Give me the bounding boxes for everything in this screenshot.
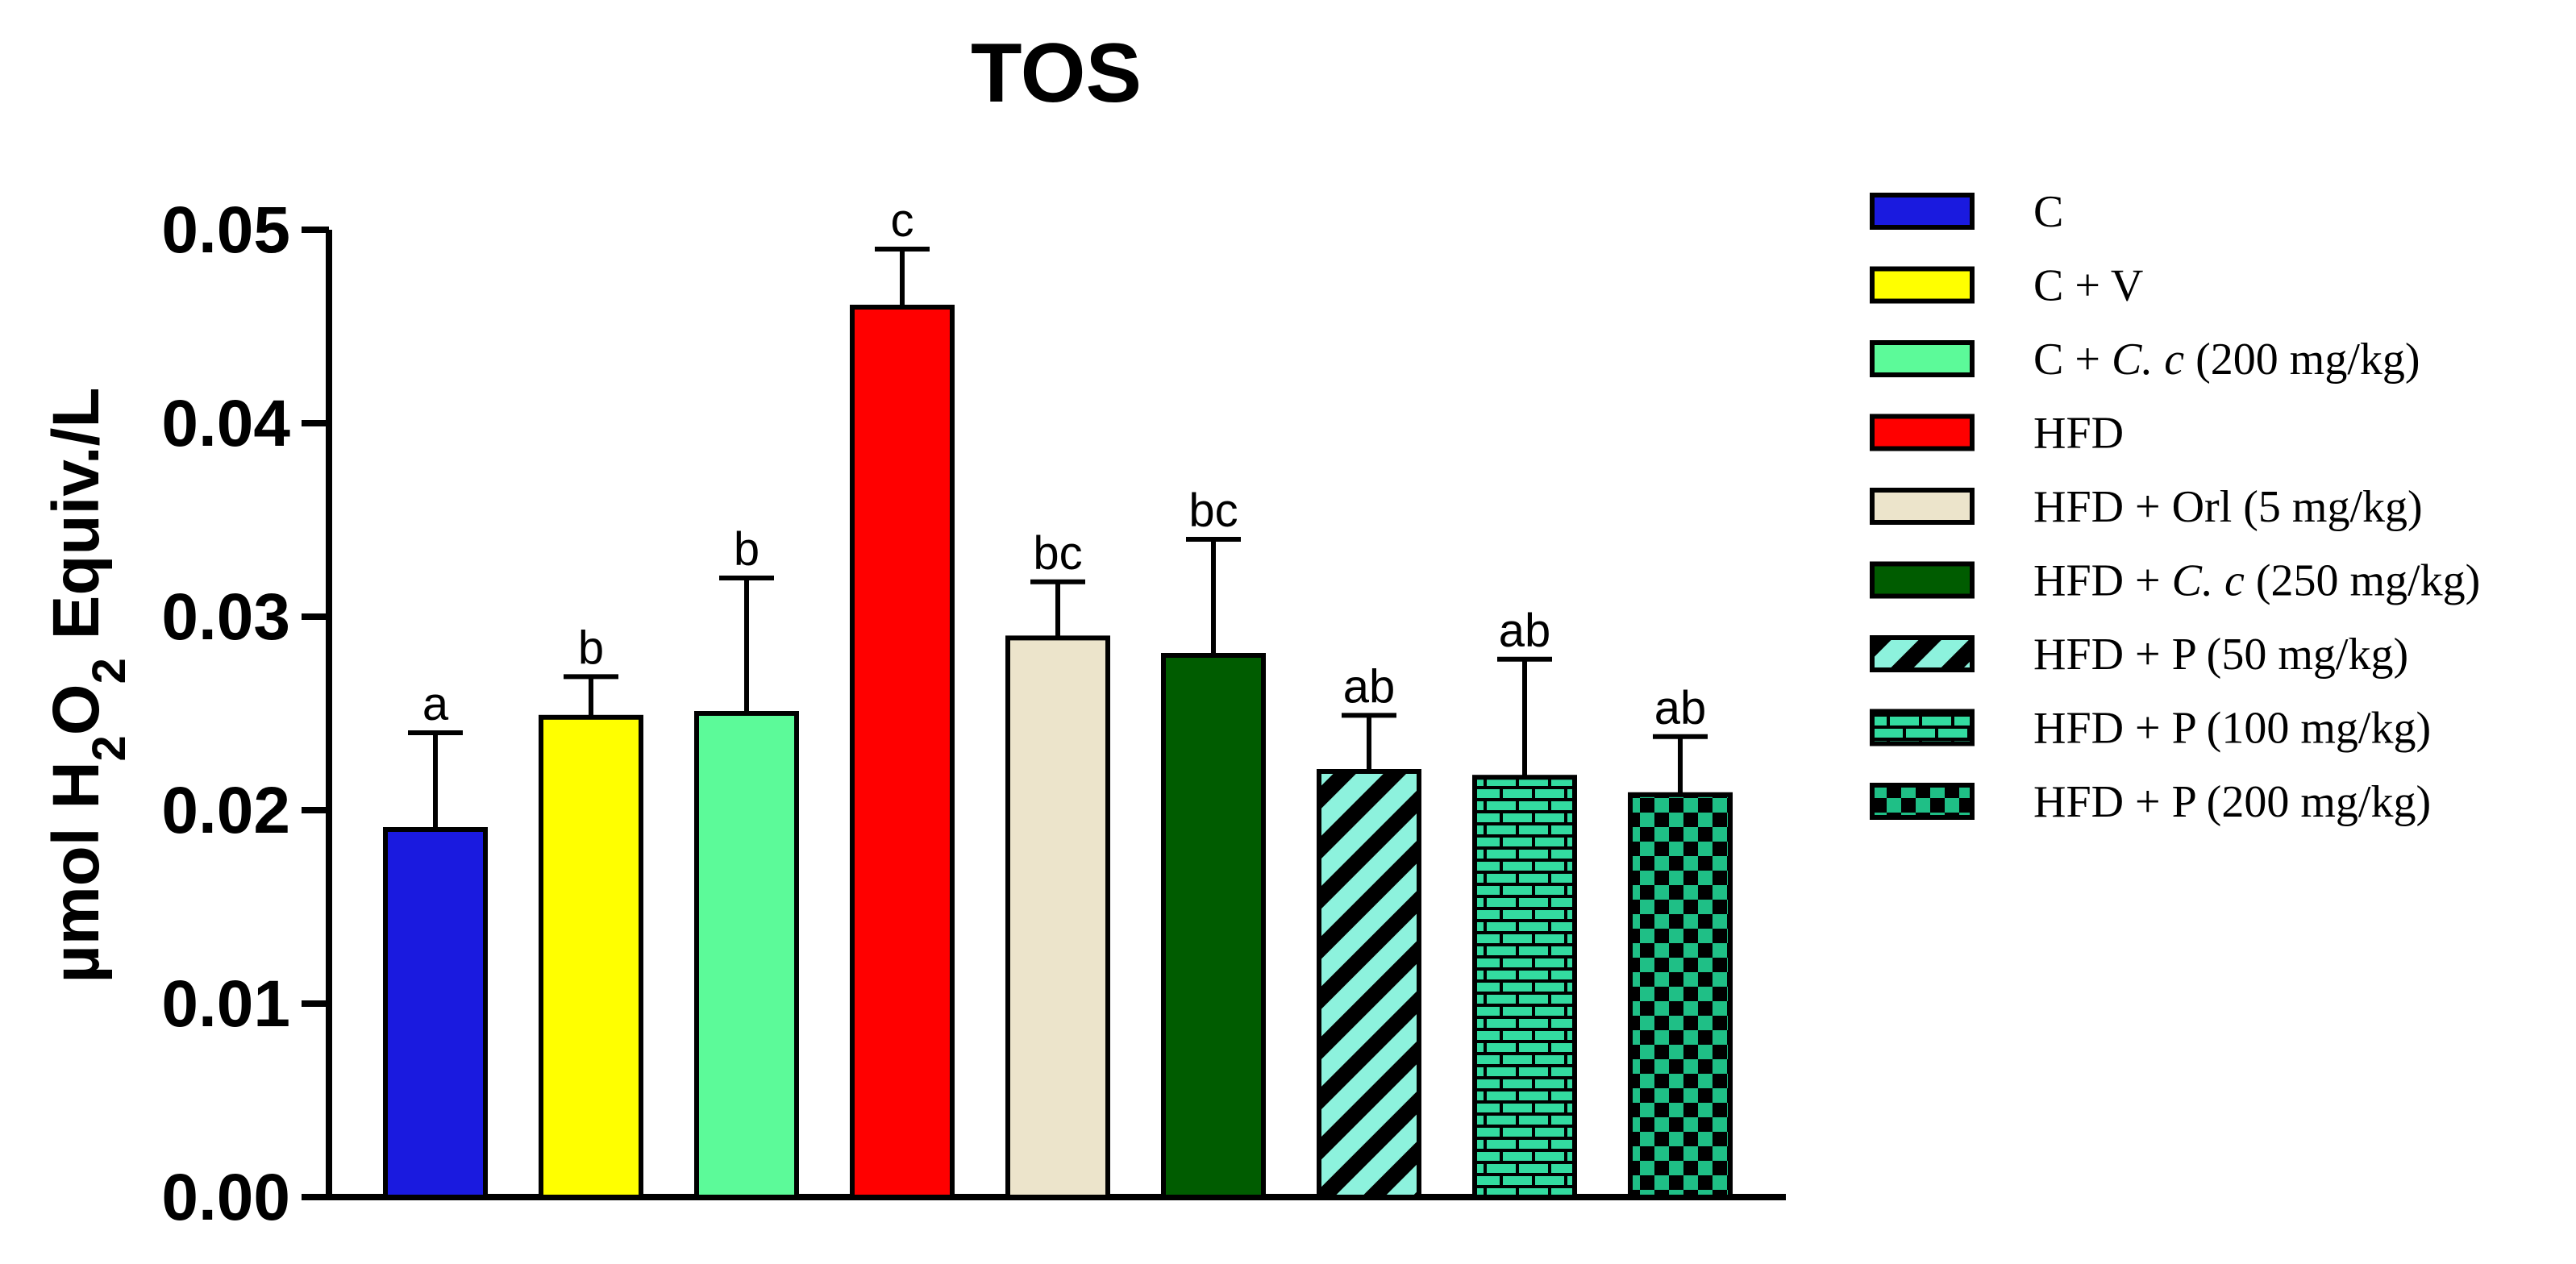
legend-label-part: (200 mg/kg) — [2184, 335, 2420, 385]
legend: C C + V C + C. c (200 mg/kg) HFD HFD + Orl (… — [1870, 187, 2480, 827]
legend-swatch — [1870, 414, 1975, 451]
legend-swatch — [1870, 561, 1975, 599]
y-tick-label: 0.05 — [161, 193, 290, 267]
legend-label-part: HFD + P (50 mg/kg) — [2033, 630, 2408, 680]
legend-swatch — [1870, 266, 1975, 304]
legend-label-part: HFD + Orl (5 mg/kg) — [2033, 482, 2423, 532]
bar — [1005, 635, 1110, 1200]
significance-label: c — [891, 194, 914, 247]
y-axis-label-prefix: µmol H — [40, 761, 113, 983]
legend-label-part: C — [2033, 187, 2063, 237]
significance-label: b — [734, 523, 759, 576]
legend-swatch — [1870, 635, 1975, 672]
legend-label: HFD + C. c (250 mg/kg) — [2033, 556, 2480, 606]
legend-label: HFD + P (50 mg/kg) — [2033, 630, 2408, 680]
bar — [1161, 653, 1266, 1200]
legend-label-part: C. c — [2172, 556, 2245, 606]
legend-label: C + C. c (200 mg/kg) — [2033, 335, 2420, 385]
bar — [1628, 792, 1733, 1200]
significance-label: b — [578, 622, 604, 674]
legend-label-part: HFD + — [2033, 556, 2172, 606]
significance-label: bc — [1033, 527, 1082, 580]
y-axis-label-sub1: 2 — [83, 735, 135, 761]
legend-label: C + V — [2033, 261, 2143, 311]
y-axis-label-mid: O — [40, 684, 113, 735]
legend-label: HFD + Orl (5 mg/kg) — [2033, 482, 2423, 532]
legend-label-part: HFD + P (200 mg/kg) — [2033, 777, 2431, 827]
legend-label: C — [2033, 187, 2063, 237]
y-tick-label: 0.03 — [161, 580, 290, 654]
significance-label: bc — [1188, 484, 1238, 537]
legend-swatch — [1870, 709, 1975, 746]
y-tick-label: 0.01 — [161, 967, 290, 1041]
bar — [694, 711, 799, 1200]
axes: 0.00 0.01 0.02 0.03 0.04 0.05 — [161, 193, 1786, 1234]
bar — [1472, 775, 1577, 1200]
y-tick-label: 0.02 — [161, 774, 290, 847]
legend-swatch — [1870, 488, 1975, 525]
significance-label: ab — [1343, 660, 1396, 713]
bar — [383, 827, 488, 1200]
legend-label-part: C. c — [2112, 335, 2184, 385]
bar — [1317, 769, 1421, 1200]
bar — [539, 714, 643, 1200]
legend-label: HFD + P (200 mg/kg) — [2033, 777, 2431, 827]
y-axis-label-suffix: Equiv./L — [40, 388, 113, 659]
significance-label: ab — [1499, 605, 1551, 657]
legend-label-part: HFD + P (100 mg/kg) — [2033, 704, 2431, 754]
y-axis-label-sub2: 2 — [83, 658, 135, 684]
legend-label-part: HFD — [2033, 409, 2124, 459]
legend-label: HFD + P (100 mg/kg) — [2033, 704, 2431, 754]
y-tick-label: 0.00 — [161, 1161, 290, 1234]
legend-swatch — [1870, 340, 1975, 377]
legend-swatch — [1870, 193, 1975, 230]
y-tick-label: 0.04 — [161, 387, 290, 460]
y-axis-label: µmol H2O2 Equiv./L — [40, 388, 135, 983]
legend-label: HFD — [2033, 409, 2124, 459]
chart-title: TOS — [971, 27, 1142, 120]
legend-label-part: (250 mg/kg) — [2245, 556, 2480, 606]
bar — [850, 305, 955, 1200]
significance-label: a — [422, 678, 449, 730]
legend-swatch — [1870, 783, 1975, 820]
legend-label-part: C + V — [2033, 261, 2143, 311]
significance-label: ab — [1654, 682, 1707, 734]
legend-label-part: C + — [2033, 335, 2112, 385]
